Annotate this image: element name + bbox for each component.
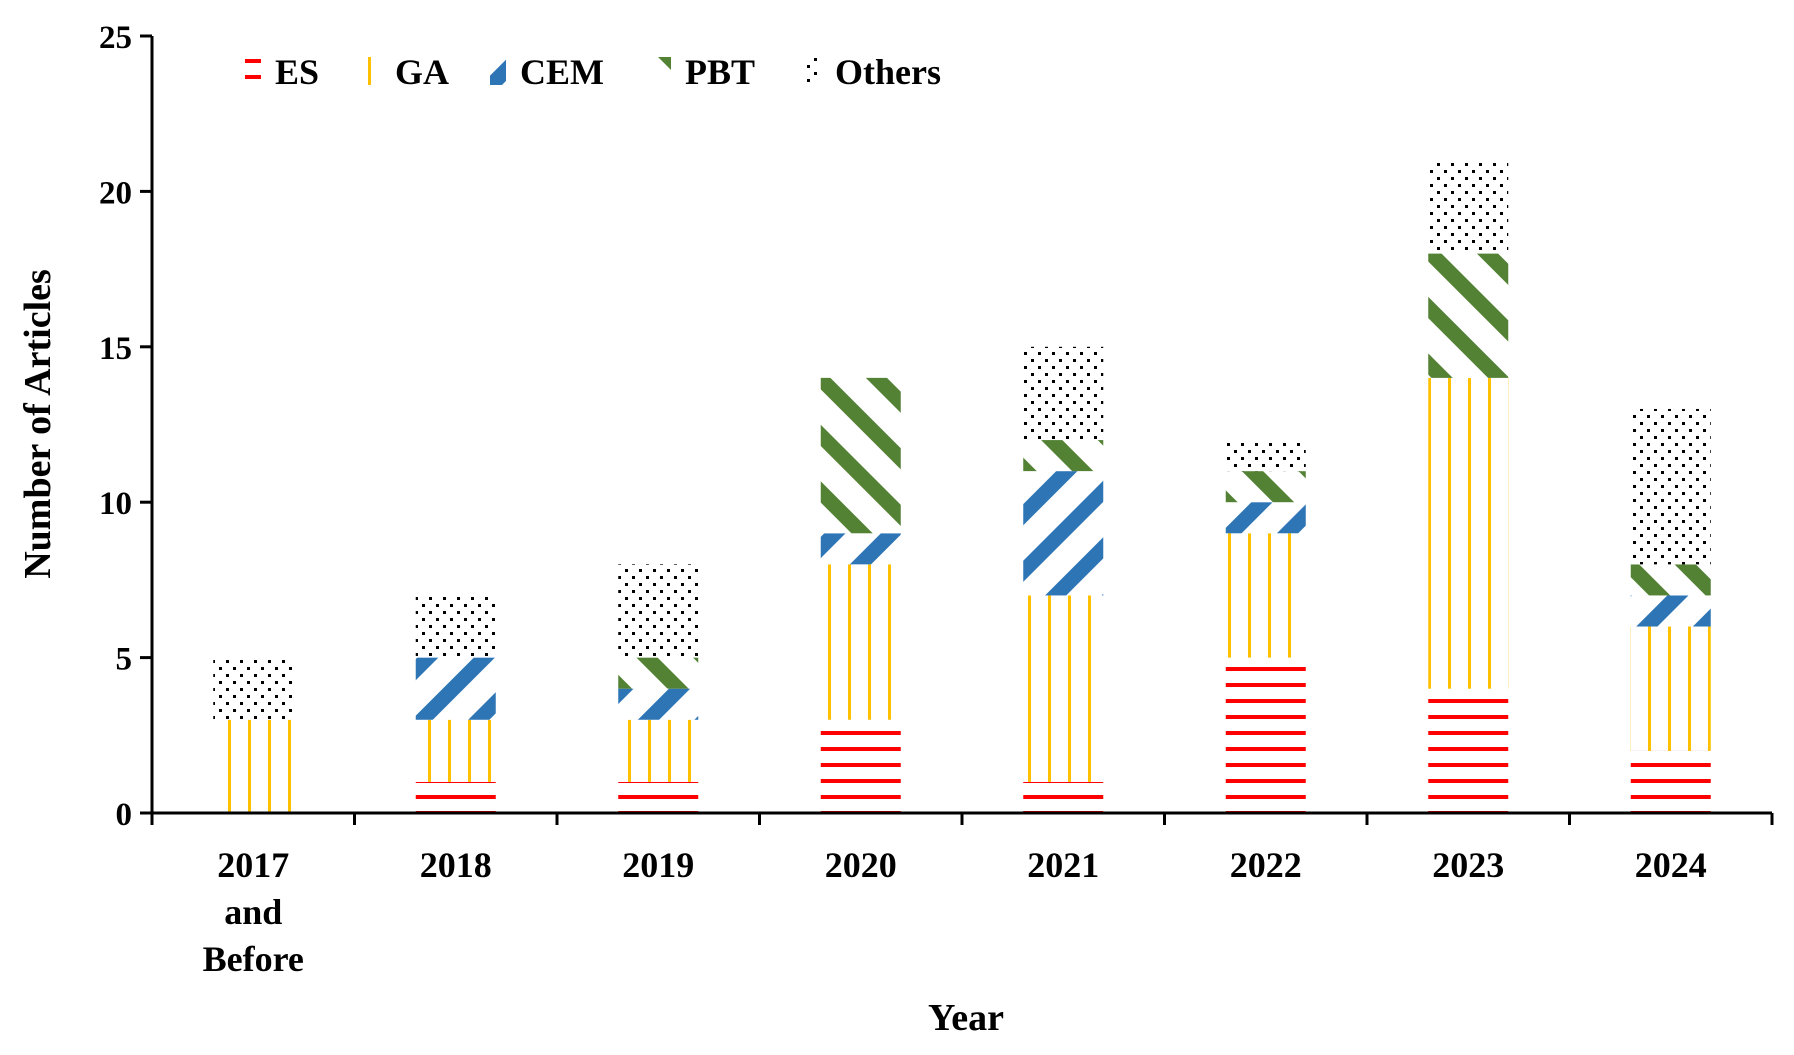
- x-tick-label: 2022: [1230, 845, 1302, 885]
- bar-segment-pbt: [1428, 253, 1509, 378]
- x-tick-label-line: 2023: [1432, 845, 1504, 885]
- legend-label-es: ES: [275, 52, 319, 92]
- y-tick-label: 20: [99, 175, 132, 211]
- x-tick-label: 2024: [1635, 845, 1707, 885]
- bar-segment-others: [1225, 440, 1306, 472]
- bar-segment-ga: [1630, 626, 1711, 751]
- axes-layer: [140, 34, 1774, 825]
- x-tick-label: 2019: [622, 845, 694, 885]
- bar-segment-ga: [1428, 377, 1509, 689]
- x-tick-label-line: 2020: [825, 845, 897, 885]
- bar-segment-pbt: [1225, 471, 1306, 503]
- bar-segment-others: [415, 595, 496, 658]
- bar-segment-cem: [415, 657, 496, 720]
- y-tick-label: 0: [116, 797, 133, 833]
- bar-segment-pbt: [618, 657, 699, 689]
- x-tick-label: 2023: [1432, 845, 1504, 885]
- bar-segment-others: [1428, 160, 1509, 254]
- bar-segment-cem: [820, 533, 901, 565]
- legend-swatch-ga: [365, 57, 381, 85]
- bar-segment-others: [1023, 346, 1104, 441]
- y-tick-label: 5: [116, 642, 133, 678]
- x-tick-label-line: Before: [203, 939, 304, 979]
- legend-swatch-es: [245, 57, 261, 85]
- x-tick-label-line: 2021: [1027, 845, 1099, 885]
- x-tick-label: 2020: [825, 845, 897, 885]
- bar-segment-others: [618, 564, 699, 658]
- bar-segment-ga: [1225, 533, 1306, 658]
- bar-segment-cem: [1023, 471, 1104, 596]
- x-tick-label-line: 2024: [1635, 845, 1707, 885]
- bar-segment-es: [1225, 657, 1306, 813]
- y-tick-label: 10: [99, 486, 132, 522]
- bar-segment-pbt: [820, 377, 901, 534]
- y-tick-label: 15: [99, 331, 132, 367]
- bar-segment-others: [213, 657, 294, 720]
- x-tick-label: 2018: [420, 845, 492, 885]
- bar-segment-es: [415, 781, 496, 813]
- bar-segment-ga: [213, 719, 294, 813]
- legend-swatch-pbt: [655, 57, 671, 85]
- labels-layer: 0 5 10 15 20 25 2017 and Before 2018 2019 2020 2021 2…: [99, 20, 1707, 979]
- y-tick-label: 25: [99, 20, 132, 56]
- x-tick-label-line: 2022: [1230, 845, 1302, 885]
- x-tick-label: 2017 and Before: [203, 845, 304, 979]
- bar-segment-es: [618, 781, 699, 813]
- bar-segment-es: [1428, 688, 1509, 813]
- x-tick-label-line: and: [224, 892, 282, 932]
- legend-label-ga: GA: [395, 52, 449, 92]
- bar-segment-ga: [415, 719, 496, 782]
- x-tick-label-line: 2017: [217, 845, 289, 885]
- legend: ES GA CEM PBT Others: [245, 52, 941, 92]
- bars-layer: [213, 160, 1711, 813]
- bar-segment-others: [1630, 408, 1711, 565]
- legend-label-others: Others: [835, 52, 941, 92]
- legend-swatch-others: [805, 57, 821, 85]
- bar-segment-pbt: [1023, 440, 1104, 472]
- legend-label-cem: CEM: [520, 52, 604, 92]
- legend-swatch-cem: [490, 57, 506, 85]
- legend-label-pbt: PBT: [685, 52, 755, 92]
- bar-segment-ga: [618, 719, 699, 782]
- bar-segment-cem: [1225, 502, 1306, 534]
- bar-segment-es: [1630, 750, 1711, 813]
- x-tick-label-line: 2018: [420, 845, 492, 885]
- bar-segment-pbt: [1630, 564, 1711, 596]
- x-tick-label-line: 2019: [622, 845, 694, 885]
- y-axis-title: Number of Articles: [17, 269, 59, 579]
- bar-segment-ga: [1023, 595, 1104, 782]
- bar-segment-ga: [820, 564, 901, 720]
- bar-segment-es: [1023, 781, 1104, 813]
- bar-segment-cem: [1630, 595, 1711, 627]
- x-axis-title: Year: [928, 997, 1004, 1039]
- bar-segment-cem: [618, 688, 699, 720]
- bar-segment-es: [820, 719, 901, 813]
- x-tick-label: 2021: [1027, 845, 1099, 885]
